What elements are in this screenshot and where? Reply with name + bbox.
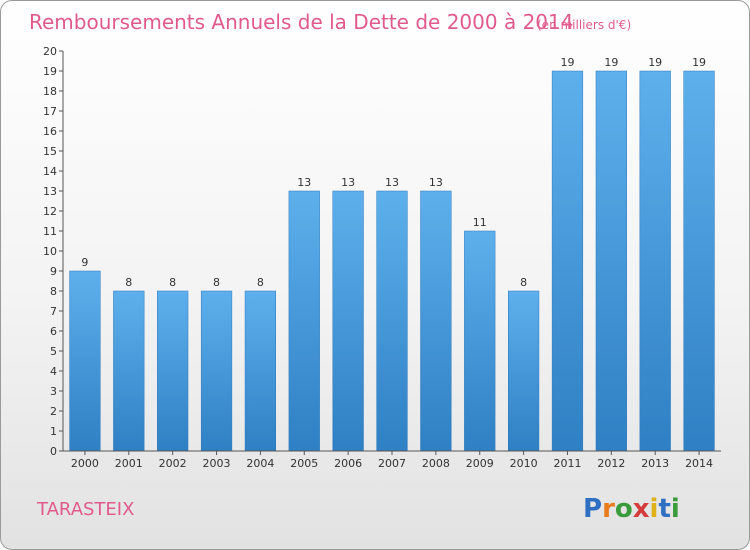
bar-2010 bbox=[507, 290, 540, 452]
bar-2012 bbox=[595, 70, 627, 452]
y-tick-label: 16 bbox=[43, 125, 57, 138]
x-tick-label-2005: 2005 bbox=[290, 457, 318, 470]
data-label-2001: 8 bbox=[125, 276, 132, 289]
bar-2006 bbox=[332, 190, 364, 452]
y-tick-label: 20 bbox=[43, 45, 57, 58]
logo-letter: x bbox=[633, 494, 650, 524]
y-tick-label: 13 bbox=[43, 185, 57, 198]
x-tick-label-2006: 2006 bbox=[334, 457, 362, 470]
data-label-2000: 9 bbox=[81, 256, 88, 269]
data-label-2005: 13 bbox=[297, 176, 311, 189]
x-tick-label-2011: 2011 bbox=[553, 457, 581, 470]
y-tick-label: 2 bbox=[50, 405, 57, 418]
logo-letter: o bbox=[615, 494, 633, 524]
bar-2007 bbox=[376, 190, 408, 452]
data-label-2002: 8 bbox=[169, 276, 176, 289]
x-tick-label-2004: 2004 bbox=[246, 457, 274, 470]
y-tick-label: 14 bbox=[43, 165, 57, 178]
bar-2002 bbox=[157, 290, 189, 452]
y-tick-label: 3 bbox=[50, 385, 57, 398]
y-tick-label: 19 bbox=[43, 65, 57, 78]
y-tick-label: 15 bbox=[43, 145, 57, 158]
y-tick-label: 9 bbox=[50, 265, 57, 278]
logo-letter: i bbox=[671, 494, 680, 524]
proxiti-logo: Proxiti bbox=[583, 494, 680, 524]
y-tick-label: 6 bbox=[50, 325, 57, 338]
bars-group: 9 8 8 8 8 13 13 13 13 11 8 19 19 19 19 bbox=[69, 56, 715, 452]
x-tick-label-2010: 2010 bbox=[510, 457, 538, 470]
data-label-2008: 13 bbox=[429, 176, 443, 189]
data-label-2014: 19 bbox=[692, 56, 706, 69]
x-tick-label-2013: 2013 bbox=[641, 457, 669, 470]
chart-title: Remboursements Annuels de la Dette de 20… bbox=[29, 10, 573, 34]
data-label-2007: 13 bbox=[385, 176, 399, 189]
logo-letter: t bbox=[658, 494, 670, 524]
data-label-2013: 19 bbox=[648, 56, 662, 69]
data-label-2012: 19 bbox=[604, 56, 618, 69]
x-tick-label-2000: 2000 bbox=[71, 457, 99, 470]
data-label-2011: 19 bbox=[560, 56, 574, 69]
chart-unit-note: (en milliers d'€) bbox=[537, 18, 631, 32]
y-tick-label: 17 bbox=[43, 105, 57, 118]
y-tick-label: 5 bbox=[50, 345, 57, 358]
bar-2014 bbox=[683, 70, 715, 452]
logo-letter: r bbox=[602, 494, 615, 524]
y-tick-label: 10 bbox=[43, 245, 57, 258]
bar-2005 bbox=[288, 190, 320, 452]
y-tick-label: 11 bbox=[43, 225, 57, 238]
data-label-2003: 8 bbox=[213, 276, 220, 289]
data-label-2004: 8 bbox=[257, 276, 264, 289]
y-tick-label: 8 bbox=[50, 285, 57, 298]
y-tick-label: 12 bbox=[43, 205, 57, 218]
x-tick-label-2012: 2012 bbox=[597, 457, 625, 470]
data-label-2006: 13 bbox=[341, 176, 355, 189]
y-tick-label: 4 bbox=[50, 365, 57, 378]
y-tick-label: 18 bbox=[43, 85, 57, 98]
bar-2011 bbox=[551, 70, 584, 452]
bar-2004 bbox=[244, 290, 277, 452]
data-label-2009: 11 bbox=[473, 216, 487, 229]
y-tick-label: 0 bbox=[50, 445, 57, 458]
x-tick-label-2009: 2009 bbox=[466, 457, 494, 470]
x-axis: 2000 2001 2002 2003 2004 2005 2006 2007 2008 2009… bbox=[63, 450, 721, 470]
bar-2003 bbox=[200, 290, 233, 452]
y-tick-label: 7 bbox=[50, 305, 57, 318]
data-label-2010: 8 bbox=[520, 276, 527, 289]
x-tick-label-2001: 2001 bbox=[115, 457, 143, 470]
x-tick-label-2002: 2002 bbox=[159, 457, 187, 470]
bar-2009 bbox=[464, 230, 496, 452]
x-tick-label-2003: 2003 bbox=[203, 457, 231, 470]
bar-2013 bbox=[639, 70, 671, 452]
bar-2008 bbox=[420, 190, 452, 452]
x-tick-label-2008: 2008 bbox=[422, 457, 450, 470]
bar-2000 bbox=[69, 270, 101, 452]
place-name: TARASTEIX bbox=[36, 499, 134, 520]
logo-letter: P bbox=[583, 494, 602, 524]
y-tick-label: 1 bbox=[50, 425, 57, 438]
logo-letter: i bbox=[650, 494, 659, 524]
bar-2001 bbox=[113, 290, 145, 452]
x-tick-label-2007: 2007 bbox=[378, 457, 406, 470]
x-tick-label-2014: 2014 bbox=[685, 457, 713, 470]
